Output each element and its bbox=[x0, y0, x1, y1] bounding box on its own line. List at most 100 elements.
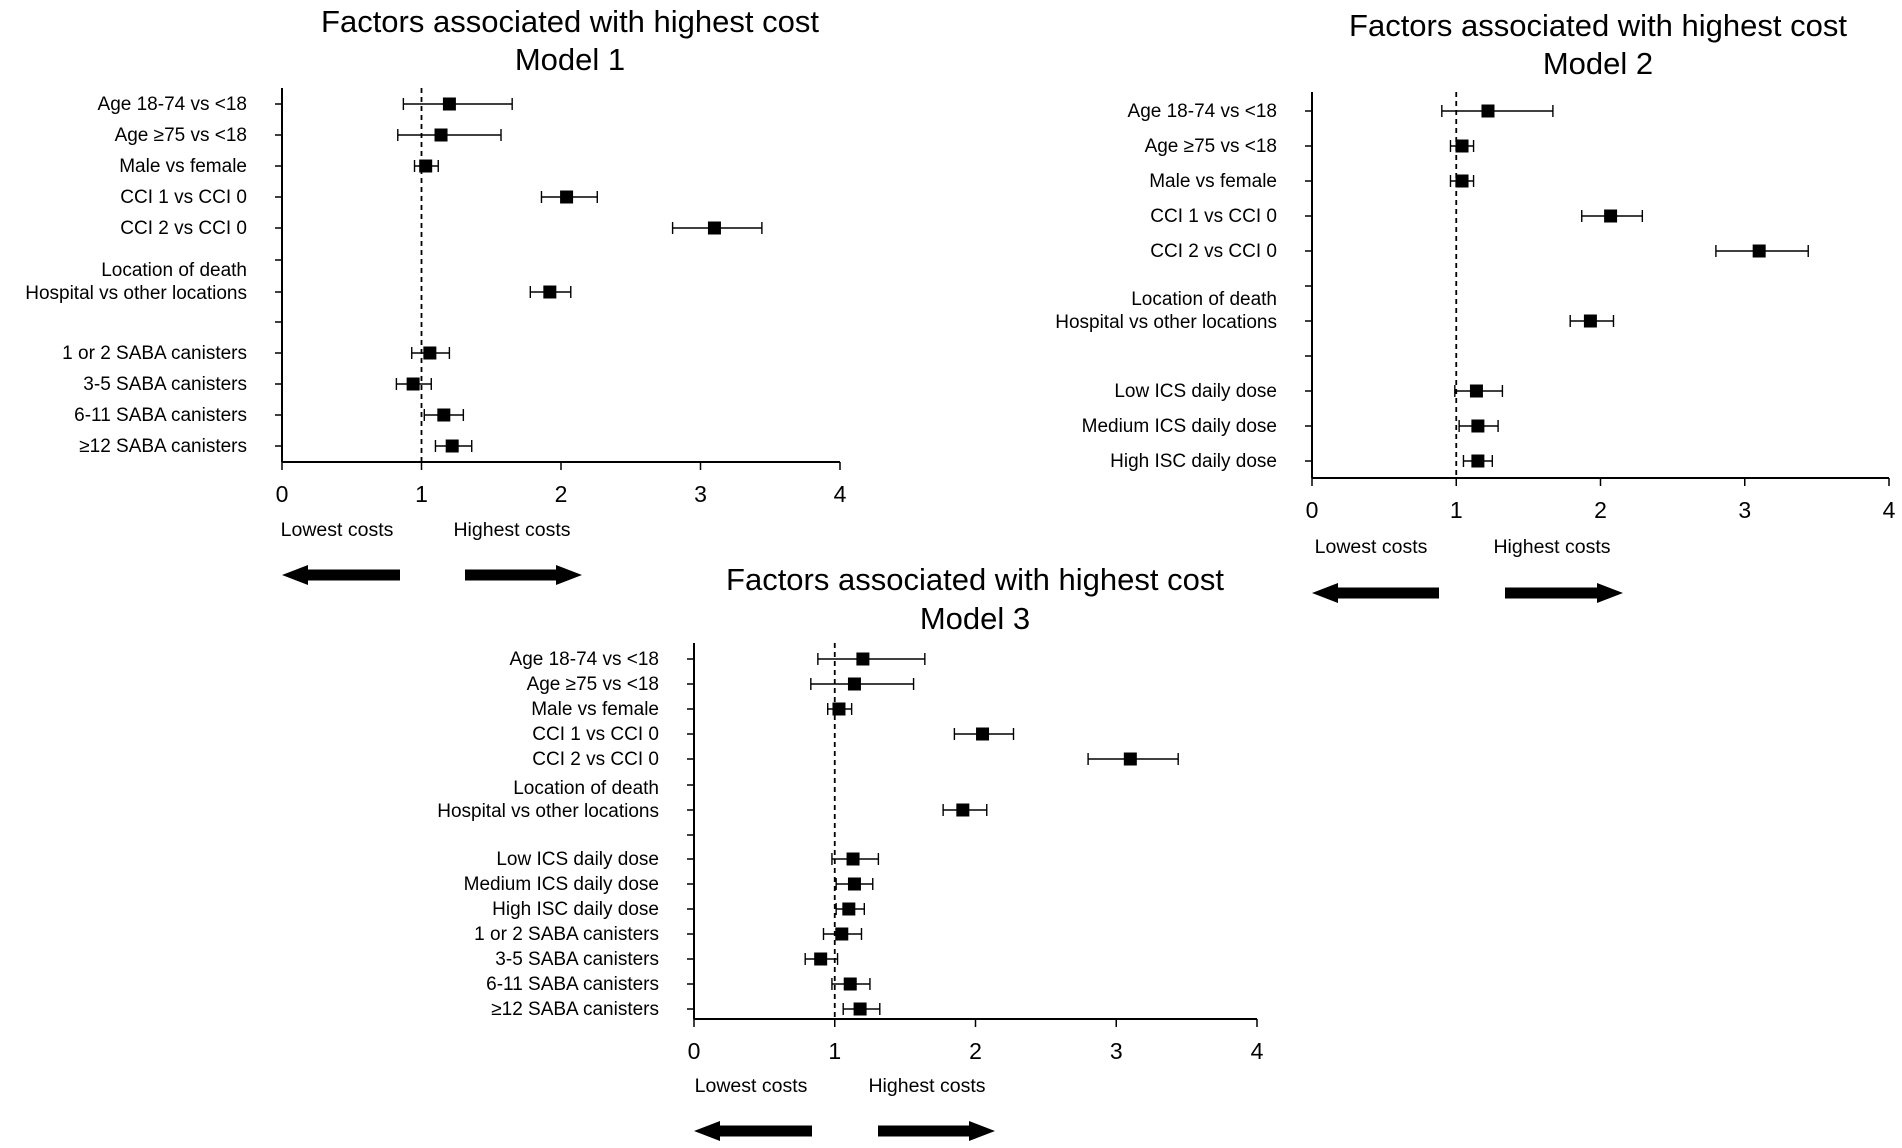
row-label: Age 18-74 vs <18 bbox=[510, 649, 659, 670]
x-tick-label: 0 bbox=[688, 1038, 701, 1064]
forest-row: CCI 1 vs CCI 0 bbox=[1150, 206, 1644, 227]
x-tick-label: 0 bbox=[1306, 497, 1319, 523]
row-label: CCI 2 vs CCI 0 bbox=[532, 749, 659, 770]
row-label: High ISC daily dose bbox=[492, 899, 659, 920]
point-estimate-marker bbox=[1455, 139, 1469, 153]
x-tick-label: 3 bbox=[1110, 1038, 1123, 1064]
chart-title: Factors associated with highest cost bbox=[726, 562, 1224, 597]
forest-row: Low ICS daily dose bbox=[496, 849, 880, 870]
right-arrow-icon bbox=[878, 1121, 995, 1141]
row-label: Location of death Hospital vs other locat… bbox=[437, 778, 659, 822]
forest-row: CCI 2 vs CCI 0 bbox=[1150, 241, 1809, 262]
point-estimate-marker bbox=[976, 727, 990, 741]
forest-row: Age ≥75 vs <18 bbox=[1145, 136, 1475, 157]
left-arrow-icon bbox=[694, 1121, 812, 1141]
forest-row: Age 18-74 vs <18 bbox=[98, 94, 513, 115]
point-estimate-marker bbox=[1604, 209, 1618, 223]
row-label: 3-5 SABA canisters bbox=[83, 374, 247, 395]
forest-row: 3-5 SABA canisters bbox=[495, 949, 839, 970]
row-label: CCI 1 vs CCI 0 bbox=[532, 724, 659, 745]
forest-row: CCI 1 vs CCI 0 bbox=[532, 724, 1015, 745]
row-label: 1 or 2 SABA canisters bbox=[474, 924, 659, 945]
point-estimate-marker bbox=[846, 852, 860, 866]
row-label: CCI 2 vs CCI 0 bbox=[120, 218, 247, 239]
forest-row: Location of death Hospital vs other locat… bbox=[437, 778, 988, 822]
point-estimate-marker bbox=[853, 1002, 867, 1016]
point-estimate-marker bbox=[835, 927, 849, 941]
point-estimate-marker bbox=[1471, 419, 1485, 433]
row-label: Low ICS daily dose bbox=[496, 849, 659, 870]
row-label: Age ≥75 vs <18 bbox=[115, 125, 247, 146]
row-label: Age 18-74 vs <18 bbox=[98, 94, 247, 115]
row-label: ≥12 SABA canisters bbox=[491, 999, 659, 1020]
row-label: High ISC daily dose bbox=[1110, 451, 1277, 472]
row-label: 1 or 2 SABA canisters bbox=[62, 343, 247, 364]
forest-row: Location of death Hospital vs other locat… bbox=[1055, 289, 1615, 333]
point-estimate-marker bbox=[437, 408, 451, 422]
left-arrow-icon bbox=[1312, 583, 1439, 603]
point-estimate-marker bbox=[442, 97, 456, 111]
x-tick-label: 2 bbox=[1594, 497, 1607, 523]
point-estimate-marker bbox=[847, 877, 861, 891]
right-arrow-icon bbox=[465, 565, 582, 585]
x-tick-label: 2 bbox=[969, 1038, 982, 1064]
lowest-costs-label: Lowest costs bbox=[695, 1075, 808, 1097]
x-tick-label: 3 bbox=[1738, 497, 1751, 523]
point-estimate-marker bbox=[1123, 752, 1137, 766]
forest-row: Age 18-74 vs <18 bbox=[1128, 101, 1554, 122]
row-label: CCI 2 vs CCI 0 bbox=[1150, 241, 1277, 262]
x-tick-label: 1 bbox=[1450, 497, 1463, 523]
forest-row: ≥12 SABA canisters bbox=[491, 999, 881, 1020]
forest-row: CCI 2 vs CCI 0 bbox=[532, 749, 1179, 770]
point-estimate-marker bbox=[406, 377, 420, 391]
forest-plot-model-2: Factors associated with highest costMode… bbox=[1055, 8, 1896, 603]
row-label: Medium ICS daily dose bbox=[1082, 416, 1277, 437]
row-label: Medium ICS daily dose bbox=[464, 874, 659, 895]
row-label: Low ICS daily dose bbox=[1114, 381, 1277, 402]
forest-plot-model-3: Factors associated with highest cost Mode… bbox=[437, 562, 1264, 1141]
row-label-line: Location of death bbox=[101, 260, 247, 281]
chart-subtitle: Model 2 bbox=[1543, 46, 1653, 81]
x-tick-label: 1 bbox=[415, 481, 428, 507]
x-tick-label: 0 bbox=[276, 481, 289, 507]
point-estimate-marker bbox=[543, 285, 557, 299]
row-label: CCI 1 vs CCI 0 bbox=[1150, 206, 1277, 227]
point-estimate-marker bbox=[1471, 454, 1485, 468]
forest-row: 3-5 SABA canisters bbox=[83, 374, 432, 395]
point-estimate-marker bbox=[856, 652, 870, 666]
point-estimate-marker bbox=[956, 803, 970, 817]
point-estimate-marker bbox=[445, 439, 459, 453]
lowest-costs-label: Lowest costs bbox=[281, 519, 394, 541]
forest-row: 6-11 SABA canisters bbox=[486, 974, 871, 995]
forest-row: High ISC daily dose bbox=[492, 899, 866, 920]
row-label: 6-11 SABA canisters bbox=[74, 405, 247, 426]
point-estimate-marker bbox=[814, 952, 828, 966]
forest-row: High ISC daily dose bbox=[1110, 451, 1494, 472]
row-label: 3-5 SABA canisters bbox=[495, 949, 659, 970]
x-tick-label: 4 bbox=[1883, 497, 1896, 523]
highest-costs-label: Highest costs bbox=[868, 1075, 985, 1097]
row-label: Male vs female bbox=[119, 156, 247, 177]
point-estimate-marker bbox=[842, 902, 856, 916]
point-estimate-marker bbox=[1752, 244, 1766, 258]
row-label-line: Hospital vs other locations bbox=[437, 801, 659, 822]
chart-subtitle: Model 3 bbox=[920, 601, 1030, 636]
x-tick-label: 1 bbox=[828, 1038, 841, 1064]
forest-row: Male vs female bbox=[119, 156, 439, 177]
forest-row: Medium ICS daily dose bbox=[464, 874, 874, 895]
row-label-line: Location of death bbox=[1131, 289, 1277, 310]
forest-row: Age ≥75 vs <18 bbox=[527, 674, 915, 695]
forest-row: 1 or 2 SABA canisters bbox=[474, 924, 863, 945]
point-estimate-marker bbox=[1469, 384, 1483, 398]
row-label: Location of death Hospital vs other locat… bbox=[1055, 289, 1277, 333]
row-label: Age ≥75 vs <18 bbox=[1145, 136, 1277, 157]
forest-row: Medium ICS daily dose bbox=[1082, 416, 1499, 437]
forest-row: 1 or 2 SABA canisters bbox=[62, 343, 451, 364]
x-tick-label: 3 bbox=[694, 481, 707, 507]
forest-row: CCI 1 vs CCI 0 bbox=[120, 187, 598, 208]
x-tick-label: 4 bbox=[1251, 1038, 1264, 1064]
row-label: Age ≥75 vs <18 bbox=[527, 674, 659, 695]
row-label: Male vs female bbox=[531, 699, 659, 720]
forest-row: 6-11 SABA canisters bbox=[74, 405, 465, 426]
